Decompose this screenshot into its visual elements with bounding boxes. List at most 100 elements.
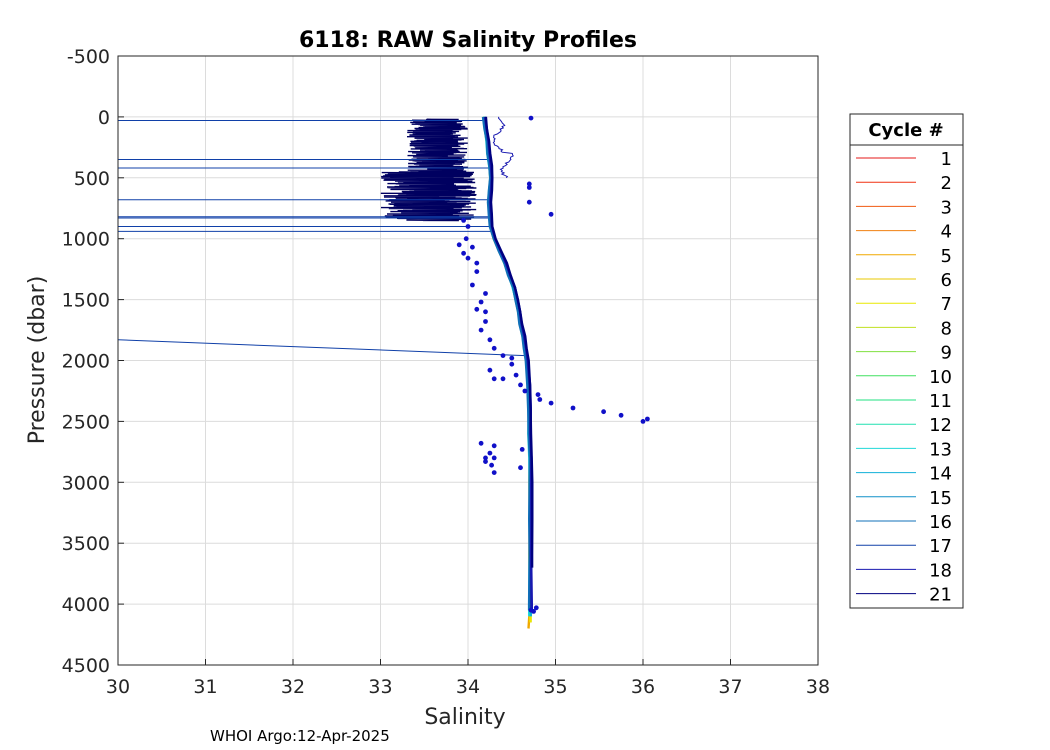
chart-title: 6118: RAW Salinity Profiles <box>299 28 637 53</box>
x-tick-label: 30 <box>106 676 130 698</box>
scatter-point <box>526 199 532 205</box>
scatter-point <box>500 353 506 358</box>
scatter-point <box>531 609 536 614</box>
x-tick-labels: 30 31 32 33 34 35 36 37 38 <box>106 676 830 698</box>
scatter-point <box>522 388 528 394</box>
spurious-line <box>118 339 526 357</box>
scatter-point <box>487 367 493 373</box>
scatter-point <box>478 299 484 305</box>
legend-label: 7 <box>941 294 952 315</box>
scatter-point <box>526 181 532 187</box>
legend-label: 8 <box>941 318 952 339</box>
scatter-point <box>509 355 515 361</box>
x-tick-label: 34 <box>456 676 480 698</box>
scatter-point <box>483 291 488 296</box>
scatter-point <box>535 392 541 397</box>
scatter-point <box>489 462 494 468</box>
x-tick-label: 35 <box>543 676 567 698</box>
scatter-point <box>533 605 539 611</box>
scatter-point <box>456 242 462 248</box>
scatter-point <box>528 115 534 121</box>
scatter-point <box>537 397 543 402</box>
noise-band-group <box>380 118 477 222</box>
y-tick-label: 3000 <box>62 472 110 494</box>
legend-label: 3 <box>941 197 952 218</box>
y-tick-label: 3500 <box>62 533 110 555</box>
scatter-point <box>474 306 480 312</box>
scatter-point <box>513 372 519 378</box>
scatter-point <box>491 470 497 475</box>
scatter-point <box>519 447 525 452</box>
scatter-point <box>548 400 554 406</box>
legend-label: 1 <box>941 149 952 170</box>
scatter-point <box>478 440 484 446</box>
scatter-point <box>548 211 554 217</box>
scatter-point <box>526 185 532 190</box>
scatter-point <box>500 376 506 382</box>
scatter-point <box>461 218 466 223</box>
legend-label: 21 <box>929 585 952 606</box>
y-tick-label: 1500 <box>62 290 110 312</box>
scatter-point <box>601 409 606 415</box>
legend-box <box>849 113 964 609</box>
scatter-point <box>474 269 480 274</box>
legend-label: 14 <box>929 464 952 485</box>
scatter-point <box>491 376 497 382</box>
legend-label: 15 <box>929 488 952 509</box>
legend-label: 4 <box>941 222 952 243</box>
scatter-point <box>491 455 497 461</box>
x-tick-label: 37 <box>718 676 742 698</box>
x-axis-label: Salinity <box>424 705 505 730</box>
plot-frame <box>117 55 819 666</box>
legend-label: 12 <box>929 415 952 436</box>
y-tick-label: 2000 <box>62 351 110 373</box>
legend-label: 18 <box>929 560 952 581</box>
y-tick-label: -500 <box>67 46 110 68</box>
scatter-point <box>470 244 475 250</box>
scatter-point <box>465 255 471 261</box>
x-tick-label: 33 <box>368 676 392 698</box>
scatter-point <box>483 309 488 315</box>
y-tick-labels: -500 0 500 1000 1500 2000 2500 3000 3500 4000 4500 <box>62 46 110 677</box>
y-axis-label: Pressure (dbar) <box>25 276 50 445</box>
y-tick-label: 4500 <box>62 655 110 677</box>
y-tick-label: 2500 <box>62 411 110 433</box>
scatter-point <box>487 337 493 343</box>
legend-label: 16 <box>929 512 952 533</box>
legend-label: 5 <box>941 246 952 267</box>
scatter-point <box>474 260 480 266</box>
y-tick-label: 1000 <box>62 229 110 251</box>
legend-label: 13 <box>929 439 952 460</box>
scatter-point <box>509 361 515 367</box>
scatter-point <box>483 455 488 461</box>
legend-label: 11 <box>929 391 952 412</box>
legend-label: 10 <box>929 367 952 388</box>
y-tick-label: 4000 <box>62 594 110 616</box>
x-tick-label: 36 <box>631 676 655 698</box>
scatter-point <box>518 382 523 388</box>
series-line-cycle-16 <box>481 116 532 611</box>
legend-label: 17 <box>929 536 952 557</box>
scatter-point <box>478 327 484 333</box>
series-group <box>481 116 534 629</box>
scatter-point <box>483 319 488 324</box>
legend-label: 2 <box>941 173 952 194</box>
scatter-point <box>465 224 471 229</box>
y-tick-label: 500 <box>74 168 110 190</box>
scatter-group <box>456 115 650 614</box>
scatter-point <box>645 416 650 422</box>
scatter-point <box>570 405 576 411</box>
x-tick-label: 31 <box>193 676 217 698</box>
legend-title: Cycle # <box>868 120 943 141</box>
x-tick-label: 38 <box>806 676 830 698</box>
footer-text: WHOI Argo:12-Apr-2025 <box>210 727 390 745</box>
scatter-point <box>618 412 624 418</box>
scatter-point <box>470 282 475 288</box>
scatter-point <box>640 419 646 424</box>
spurious-line-group <box>118 120 526 357</box>
scatter-point <box>461 250 466 256</box>
legend-label: 9 <box>941 343 952 364</box>
